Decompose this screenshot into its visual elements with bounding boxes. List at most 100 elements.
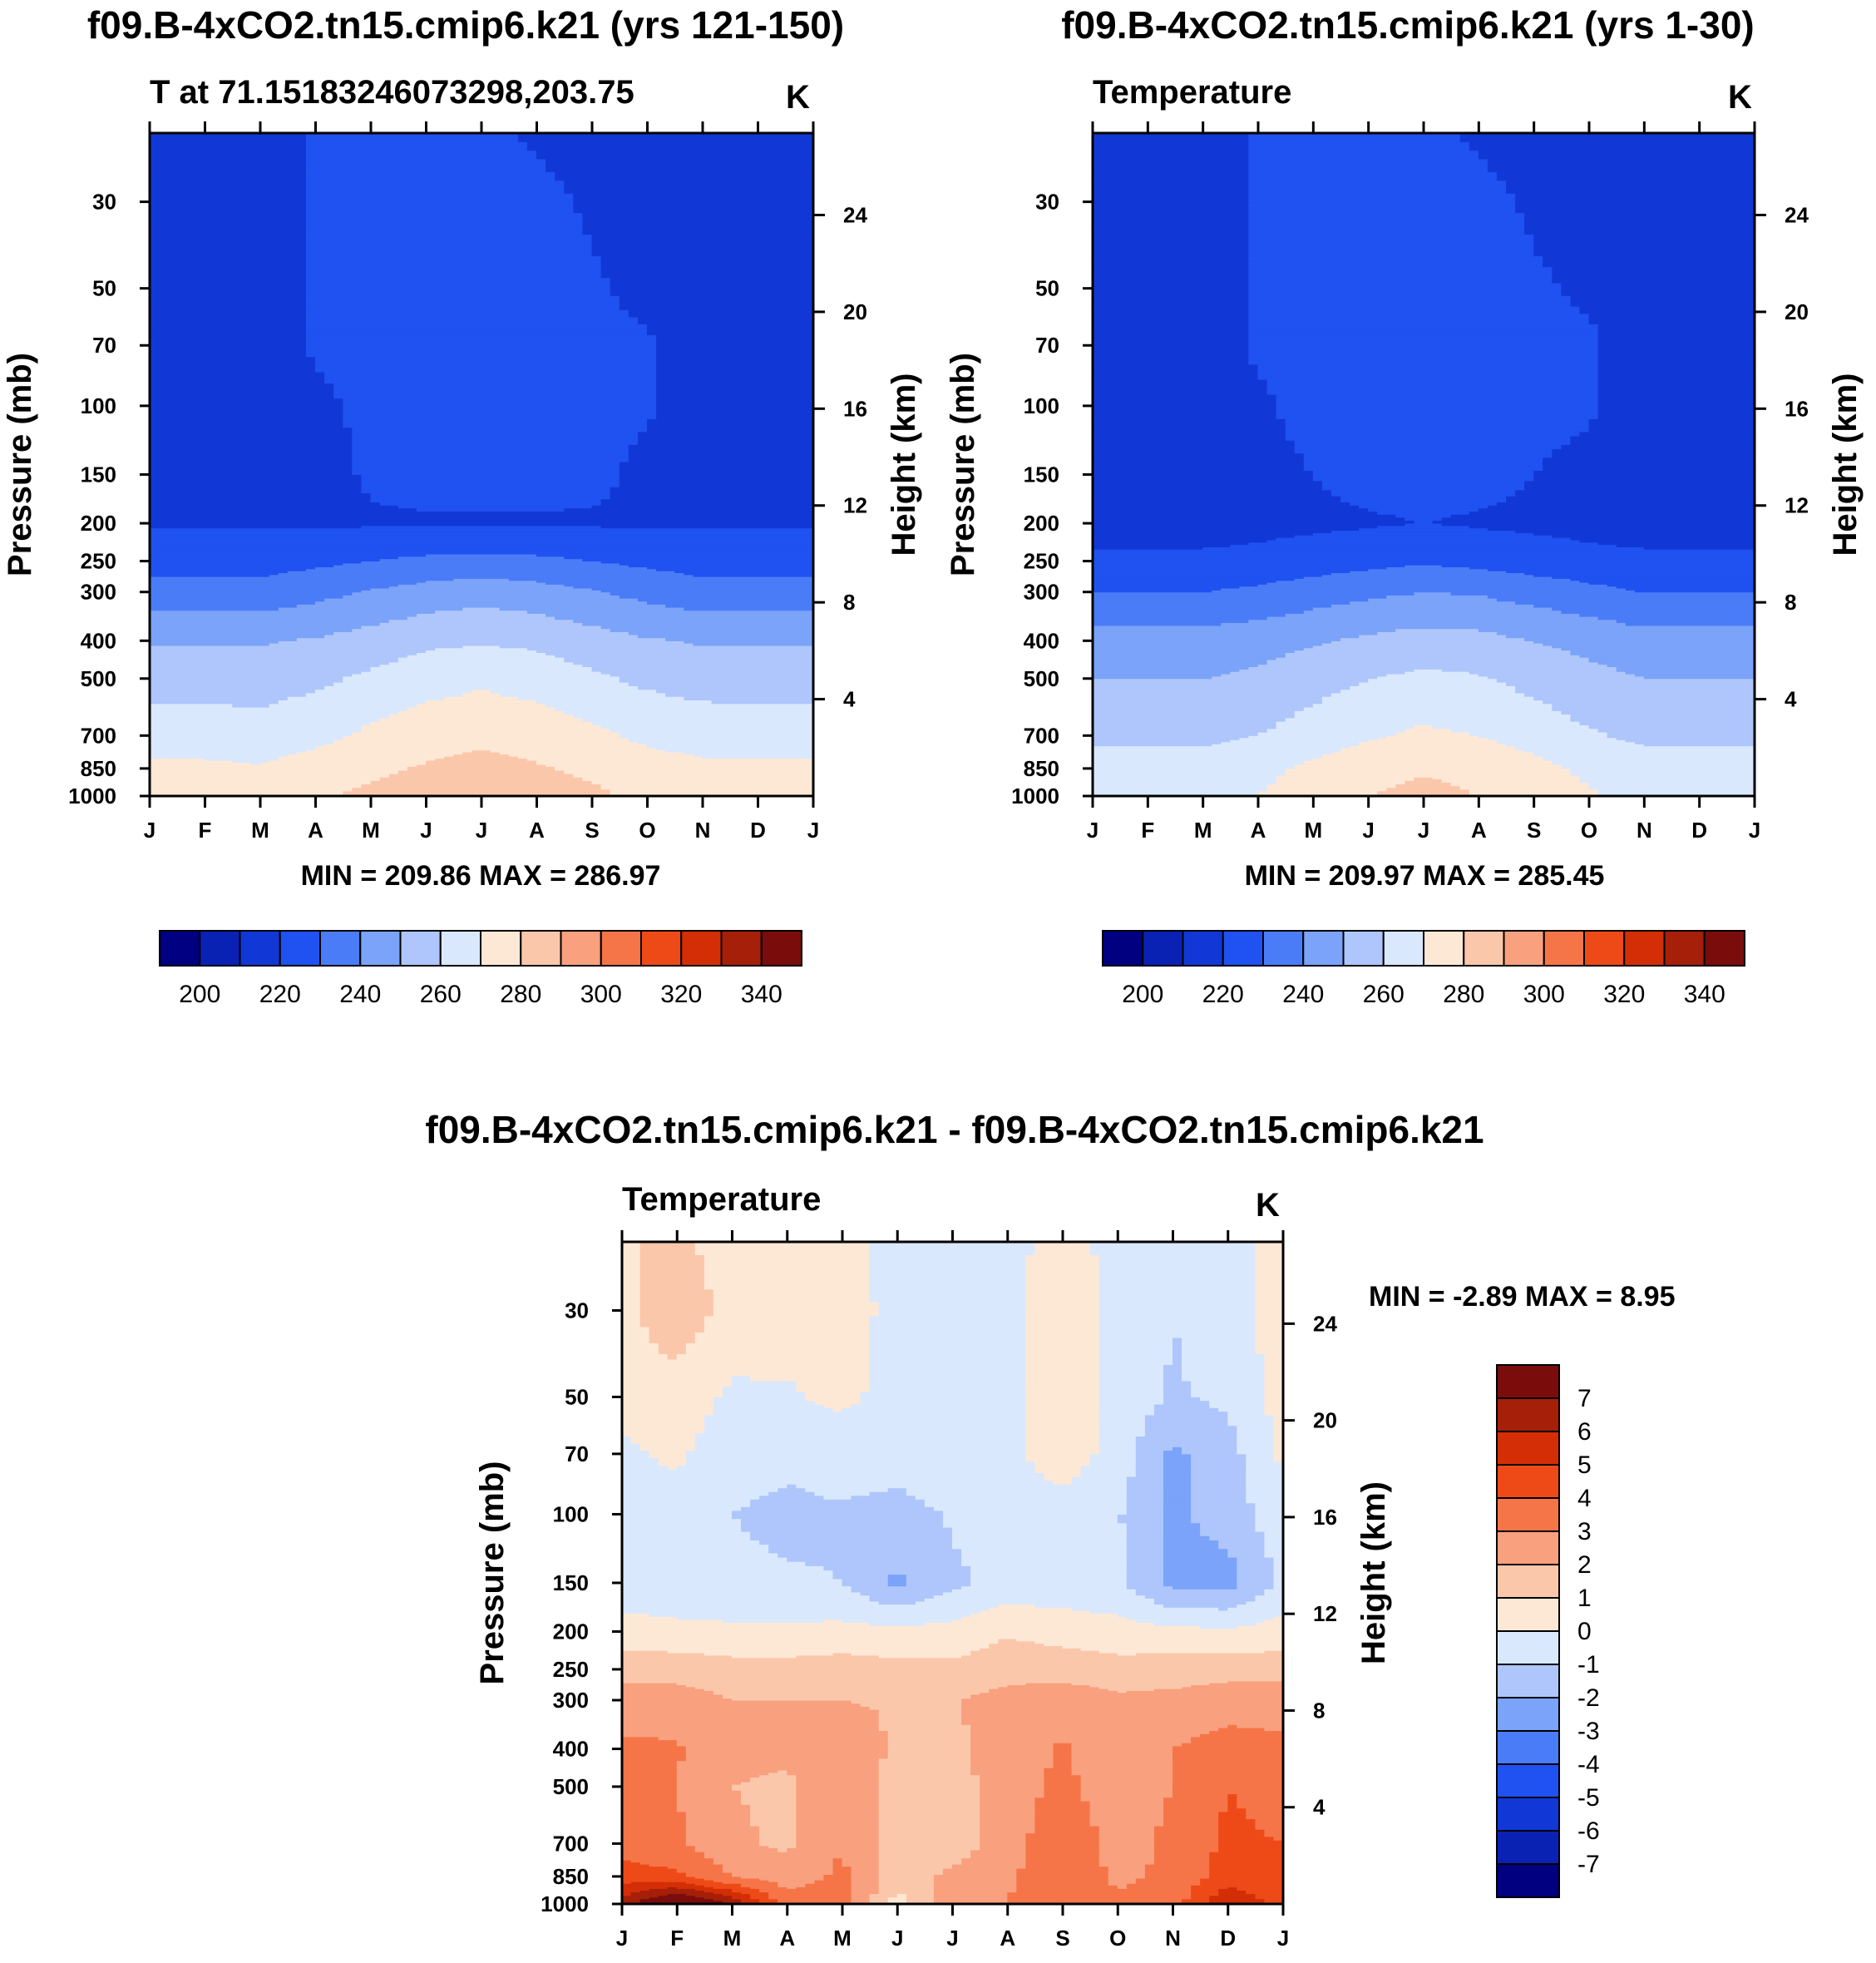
contour-cell <box>1126 1502 1164 1507</box>
contour-cell <box>1044 1783 1082 1787</box>
contour-cell <box>658 1736 889 1741</box>
contour-cell <box>1634 673 1755 677</box>
x-tick-label: J <box>891 1926 903 1951</box>
contour-cell <box>305 154 537 160</box>
contour-cell <box>1230 739 1370 743</box>
contour-cell <box>656 378 814 384</box>
contour-cell <box>149 720 372 725</box>
contour-cell <box>1597 405 1755 411</box>
colorbar-swatch <box>760 930 802 967</box>
contour-cell <box>1092 762 1305 765</box>
contour-cell <box>694 1249 871 1255</box>
contour-cell <box>970 1853 1027 1857</box>
contour-cell <box>1108 1867 1146 1872</box>
contour-cell <box>1285 612 1581 617</box>
contour-cell <box>1294 448 1553 454</box>
contour-cell <box>1092 731 1259 736</box>
contour-cell <box>637 634 814 639</box>
contour-cell <box>1092 580 1277 583</box>
contour-cell <box>149 628 353 632</box>
contour-cell <box>1257 368 1599 373</box>
contour-cell <box>397 659 565 663</box>
contour-cell <box>1246 1495 1284 1500</box>
contour-cell <box>1092 625 1755 630</box>
contour-cell <box>796 1818 880 1823</box>
contour-cell <box>1200 1882 1284 1886</box>
contour-cell <box>600 266 814 273</box>
contour-cell <box>1237 1886 1284 1889</box>
contour-cell <box>1135 1456 1164 1462</box>
contour-cell <box>1098 1832 1155 1837</box>
contour-cell <box>573 206 814 214</box>
contour-cell <box>1579 776 1755 779</box>
contour-cell <box>970 1694 1284 1697</box>
contour-cell <box>665 603 814 608</box>
contour-cell <box>621 1588 852 1593</box>
x-tick-label: M <box>1304 818 1322 843</box>
contour-cell <box>741 1900 761 1903</box>
contour-cell <box>656 405 814 411</box>
contour-cell <box>768 1891 852 1895</box>
contour-cell <box>1321 755 1544 759</box>
contour-cell <box>1255 1347 1284 1354</box>
contour-cell <box>582 217 814 225</box>
contour-cell <box>149 681 335 686</box>
contour-cell <box>1016 1874 1109 1877</box>
contour-cell <box>305 334 658 339</box>
colorbar-swatch <box>319 930 362 967</box>
contour-cell <box>1597 789 1755 792</box>
contour-cell <box>952 1588 1137 1593</box>
x-tick-label: J <box>616 1926 628 1951</box>
contour-cell <box>250 762 261 765</box>
contour-cell <box>610 790 814 794</box>
contour-cell <box>656 352 814 358</box>
contour-cell <box>1025 1375 1100 1382</box>
contour-cell <box>1034 1465 1082 1470</box>
y-right-tick-label: 16 <box>843 396 867 421</box>
contour-cell <box>639 1900 723 1903</box>
contour-cell <box>1071 1755 1173 1759</box>
contour-cell <box>1597 386 1755 392</box>
contour-cell <box>656 568 814 571</box>
contour-cell <box>1209 1874 1284 1877</box>
contour-cell <box>906 1900 935 1903</box>
contour-cell <box>343 678 620 683</box>
contour-cell <box>379 778 584 781</box>
contour-cell <box>278 758 437 761</box>
contour-cell <box>621 1604 1000 1608</box>
contour-cell <box>1570 299 1755 304</box>
contour-cell <box>610 489 814 493</box>
contour-cell <box>915 1600 1155 1605</box>
contour-cell <box>1459 785 1590 789</box>
contour-cell <box>732 1786 797 1791</box>
contour-cell <box>1248 171 1498 177</box>
contour-cell <box>658 1456 687 1462</box>
contour-cell <box>639 1442 696 1447</box>
contour-cell <box>1172 1753 1284 1757</box>
contour-cell <box>676 1769 779 1773</box>
contour-cell <box>639 1321 705 1328</box>
contour-cell <box>149 587 372 591</box>
contour-cell <box>1034 1811 1091 1816</box>
contour-cell <box>621 1645 990 1649</box>
contour-cell <box>1098 1417 1146 1422</box>
contour-cell <box>1092 612 1286 617</box>
contour-cell <box>713 1400 816 1405</box>
contour-cell <box>305 192 575 198</box>
contour-cell <box>333 386 658 392</box>
y-right-tick-label: 20 <box>1785 299 1809 324</box>
contour-cell <box>1025 1832 1100 1837</box>
contour-cell <box>149 162 307 168</box>
contour-cell <box>685 1748 889 1752</box>
contour-cell <box>305 176 556 181</box>
contour-cell <box>508 578 814 581</box>
contour-cell <box>869 1332 1027 1338</box>
contour-cell <box>1273 1574 1284 1580</box>
contour-cell <box>796 1483 1128 1489</box>
contour-cell <box>887 1742 972 1747</box>
contour-cell <box>869 1245 1036 1251</box>
contour-cell <box>1092 461 1305 467</box>
contour-cell <box>621 1753 687 1757</box>
contour-cell <box>305 228 584 235</box>
contour-cell <box>1478 150 1755 156</box>
